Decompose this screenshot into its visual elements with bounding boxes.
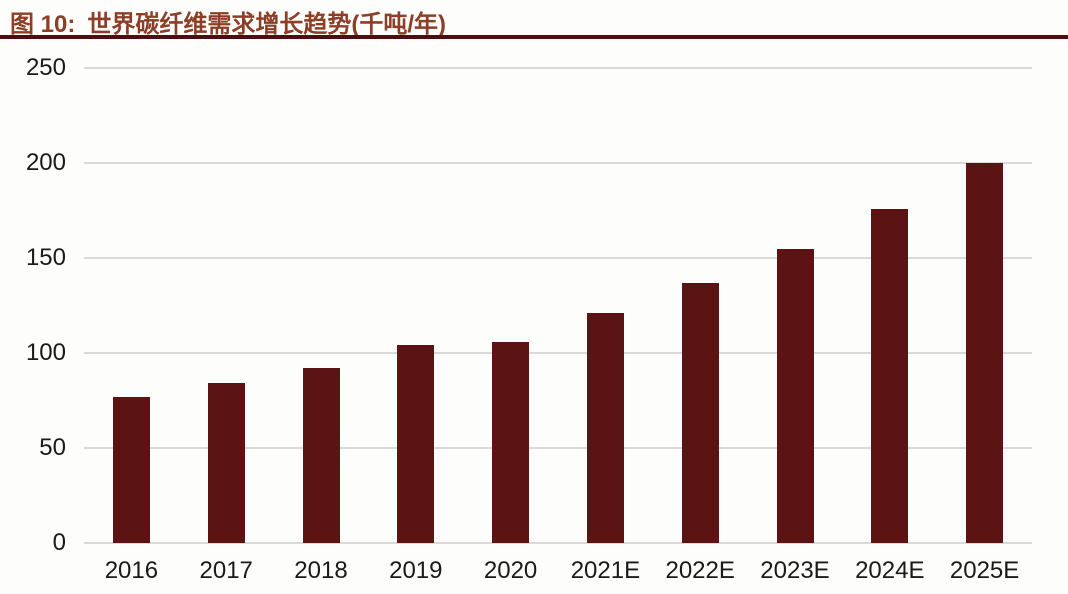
x-tick-label-2019: 2019 [389, 557, 443, 584]
bar-2020 [492, 341, 530, 543]
bar-2016 [112, 396, 150, 543]
gridline-y-100 [84, 352, 1032, 354]
title-underline [0, 35, 1068, 39]
y-tick-label-50: 50 [39, 434, 66, 461]
figure-number-label: 图 10: [10, 11, 76, 38]
bar-2023E [776, 248, 814, 543]
bar-2017 [207, 383, 245, 543]
gridline-y-0 [84, 542, 1032, 544]
bar-2025E [966, 163, 1004, 543]
bar-2018 [302, 368, 340, 543]
bar-2019 [397, 345, 435, 543]
x-tick-label-2016: 2016 [104, 557, 159, 584]
bar-chart-plot-area [84, 67, 1032, 544]
x-tick-label-2024E: 2024E [855, 557, 925, 584]
gridline-y-150 [84, 257, 1032, 259]
x-tick-label-2018: 2018 [294, 557, 348, 584]
gridline-y-50 [84, 447, 1032, 449]
gridline-y-200 [84, 162, 1032, 164]
y-tick-label-100: 100 [25, 339, 66, 366]
gridline-y-250 [84, 67, 1032, 69]
x-tick-label-2023E: 2023E [760, 557, 830, 584]
figure-title: 图 10: 世界碳纤维需求增长趋势(千吨/年) [10, 4, 446, 39]
bar-2022E [681, 282, 719, 543]
y-tick-label-200: 200 [25, 149, 66, 176]
figure-title-text: 世界碳纤维需求增长趋势(千吨/年) [87, 11, 447, 38]
y-tick-label-150: 150 [25, 244, 66, 271]
x-tick-label-2025E: 2025E [949, 557, 1020, 584]
bar-2024E [871, 208, 909, 543]
bar-2021E [586, 313, 624, 543]
y-tick-label-250: 250 [25, 54, 66, 81]
x-tick-label-2020: 2020 [483, 557, 538, 584]
x-tick-label-2022E: 2022E [665, 557, 735, 584]
x-tick-label-2021E: 2021E [570, 557, 641, 584]
x-tick-label-2017: 2017 [199, 557, 253, 584]
y-tick-label-0: 0 [52, 529, 66, 556]
